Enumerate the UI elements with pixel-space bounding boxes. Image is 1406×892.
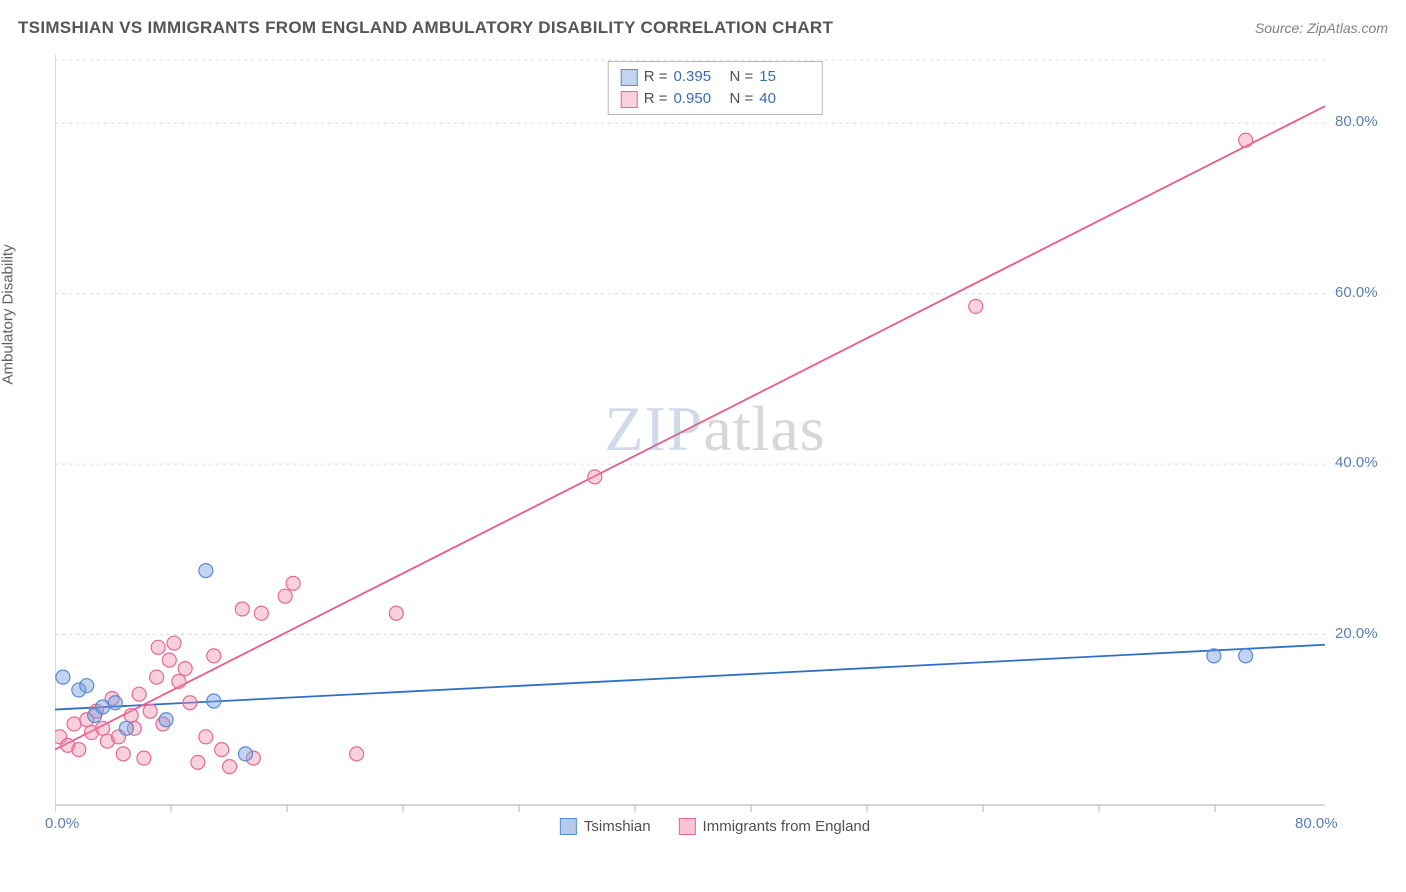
legend-row-immigrants: R = 0.950 N = 40 — [621, 88, 810, 110]
swatch-icon — [621, 69, 638, 86]
source-attribution: Source: ZipAtlas.com — [1255, 20, 1388, 36]
chart-title: TSIMSHIAN VS IMMIGRANTS FROM ENGLAND AMB… — [18, 18, 833, 38]
n-value: 40 — [759, 88, 809, 110]
chart-area: ZIPatlas R = 0.395 N = 15 R = 0.950 N = … — [55, 55, 1375, 835]
legend-item: Immigrants from England — [679, 818, 871, 835]
y-tick-label: 20.0% — [1335, 625, 1378, 642]
chart-header: TSIMSHIAN VS IMMIGRANTS FROM ENGLAND AMB… — [18, 18, 1388, 38]
correlation-legend: R = 0.395 N = 15 R = 0.950 N = 40 — [608, 61, 823, 115]
r-value: 0.395 — [674, 66, 724, 88]
x-tick-label: 0.0% — [45, 815, 79, 832]
x-tick-label: 80.0% — [1295, 815, 1338, 832]
legend-item: Tsimshian — [560, 818, 651, 835]
legend-label: Tsimshian — [584, 818, 651, 835]
y-tick-label: 80.0% — [1335, 113, 1378, 130]
y-tick-label: 60.0% — [1335, 284, 1378, 301]
y-axis-label: Ambulatory Disability — [0, 244, 17, 384]
scatter-plot — [55, 55, 1375, 835]
series-legend: Tsimshian Immigrants from England — [560, 818, 870, 835]
swatch-icon — [560, 818, 577, 835]
legend-label: Immigrants from England — [703, 818, 871, 835]
r-value: 0.950 — [674, 88, 724, 110]
swatch-icon — [679, 818, 696, 835]
y-tick-label: 40.0% — [1335, 454, 1378, 471]
legend-row-tsimshian: R = 0.395 N = 15 — [621, 66, 810, 88]
swatch-icon — [621, 91, 638, 108]
n-value: 15 — [759, 66, 809, 88]
